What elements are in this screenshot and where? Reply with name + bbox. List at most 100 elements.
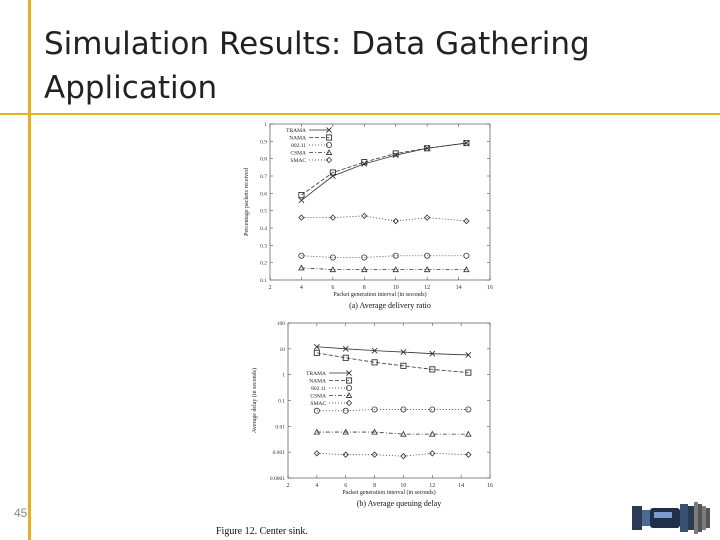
legend-label: NAMA: [309, 379, 326, 385]
legend-marker: [345, 377, 353, 384]
data-point: [429, 430, 436, 437]
series-smac: [313, 450, 472, 460]
data-point: [423, 266, 431, 273]
data-point: [361, 266, 368, 273]
data-point: [371, 406, 378, 413]
series-line: [316, 409, 469, 412]
data-point: [424, 145, 431, 152]
data-point: [400, 453, 407, 460]
series-line: [301, 142, 467, 196]
data-point: [342, 451, 349, 458]
y-tick-label: 0.001: [273, 450, 286, 456]
legend-marker: [345, 399, 353, 407]
data-point: [392, 150, 399, 157]
data-point: [423, 214, 431, 221]
data-point: [329, 214, 337, 221]
data-point: [329, 254, 336, 261]
figure-caption: Figure 12. Center sink.: [216, 526, 308, 537]
data-point: [463, 140, 470, 147]
y-tick-label: 1: [282, 373, 285, 379]
legend-label: CSMA: [310, 394, 326, 400]
legend-marker: [325, 156, 333, 164]
series-nama: [313, 349, 472, 376]
series-line: [301, 215, 467, 222]
data-point: [429, 350, 436, 357]
data-point: [400, 406, 407, 413]
series-802-11: [313, 406, 472, 414]
data-point: [298, 197, 305, 204]
data-point: [342, 345, 349, 352]
data-point: [465, 406, 472, 413]
series-line: [316, 346, 469, 356]
data-point: [313, 343, 320, 350]
data-point: [424, 252, 431, 259]
data-point: [298, 214, 305, 221]
series-smac: [298, 212, 470, 225]
data-point: [371, 359, 378, 366]
chart-delivery-ratio: 2 4 6 8 10 12 14 16 0.1 0.2 0.3 0.4 0.5 0.6 0.7 0.8 0.9 1…: [244, 122, 493, 310]
series-802-11: [298, 252, 470, 261]
x-tick-label: 10: [393, 285, 399, 291]
legend-marker: [326, 141, 333, 148]
series-line: [316, 452, 469, 457]
series-csma: [298, 264, 470, 273]
legend-label: TRAMA: [286, 128, 306, 134]
data-point: [361, 254, 368, 261]
data-point: [313, 450, 321, 457]
y-tick-label: 0.1: [260, 278, 267, 284]
plot-frame: [269, 123, 491, 281]
device-logo-icon: [632, 502, 710, 534]
data-point: [463, 266, 470, 273]
data-point: [463, 217, 470, 225]
x-tick-label: 6: [331, 285, 334, 291]
title-divider: [0, 113, 720, 115]
figure-charts: 2 4 6 8 10 12 14 160.10.20.30.40.50.60.70.80.91…: [244, 122, 493, 508]
data-point: [465, 430, 472, 437]
legend-label: SMAC: [310, 401, 326, 407]
data-point: [463, 140, 470, 146]
legend-marker: [325, 134, 333, 141]
series-line: [301, 267, 467, 271]
x-tick-label: 14: [458, 483, 464, 489]
data-point: [392, 217, 399, 225]
y-tick-label: 0.2: [260, 261, 267, 267]
series-nama: [298, 140, 470, 199]
title-line-1: Simulation Results: Data Gathering: [44, 26, 590, 62]
y-tick-label: 0.0001: [270, 476, 285, 482]
data-point: [424, 145, 431, 152]
x-tick-label: 6: [344, 483, 347, 489]
x-axis-label: Packet generation interval (in seconds): [342, 489, 435, 496]
y-tick-label: 0.5: [260, 209, 267, 215]
x-tick-label: 8: [373, 483, 376, 489]
y-tick-label: 0.1: [278, 399, 285, 405]
data-point: [392, 252, 399, 259]
y-tick-label: 1: [264, 122, 267, 128]
series-csma: [313, 428, 472, 437]
series-trama: [313, 343, 472, 358]
data-point: [298, 192, 305, 199]
x-axis-label: Packet generation interval (in seconds): [333, 291, 426, 298]
series-line: [301, 255, 467, 258]
data-point: [429, 406, 436, 413]
x-tick-label: 16: [487, 285, 493, 291]
y-tick-label: 0.6: [260, 191, 267, 197]
chart-title: (a) Average delivery ratio: [349, 301, 431, 310]
title-line-2: Application: [44, 70, 218, 106]
y-tick-label: 0.8: [260, 157, 267, 163]
data-point: [361, 159, 368, 166]
data-point: [400, 349, 407, 355]
data-point: [392, 152, 399, 159]
series-line: [301, 142, 467, 201]
y-tick-label: 100: [277, 321, 286, 327]
legend-label: SMAC: [290, 158, 306, 164]
x-tick-label: 4: [300, 285, 303, 291]
data-point: [465, 451, 472, 458]
data-point: [429, 366, 436, 373]
y-axis-label: Average delay (in seconds): [251, 368, 258, 433]
y-tick-label: 0.4: [260, 226, 267, 232]
legend-label: TRAMA: [306, 371, 326, 377]
y-tick-label: 0.9: [260, 139, 267, 145]
series-trama: [298, 140, 470, 204]
legend-marker: [326, 127, 332, 133]
